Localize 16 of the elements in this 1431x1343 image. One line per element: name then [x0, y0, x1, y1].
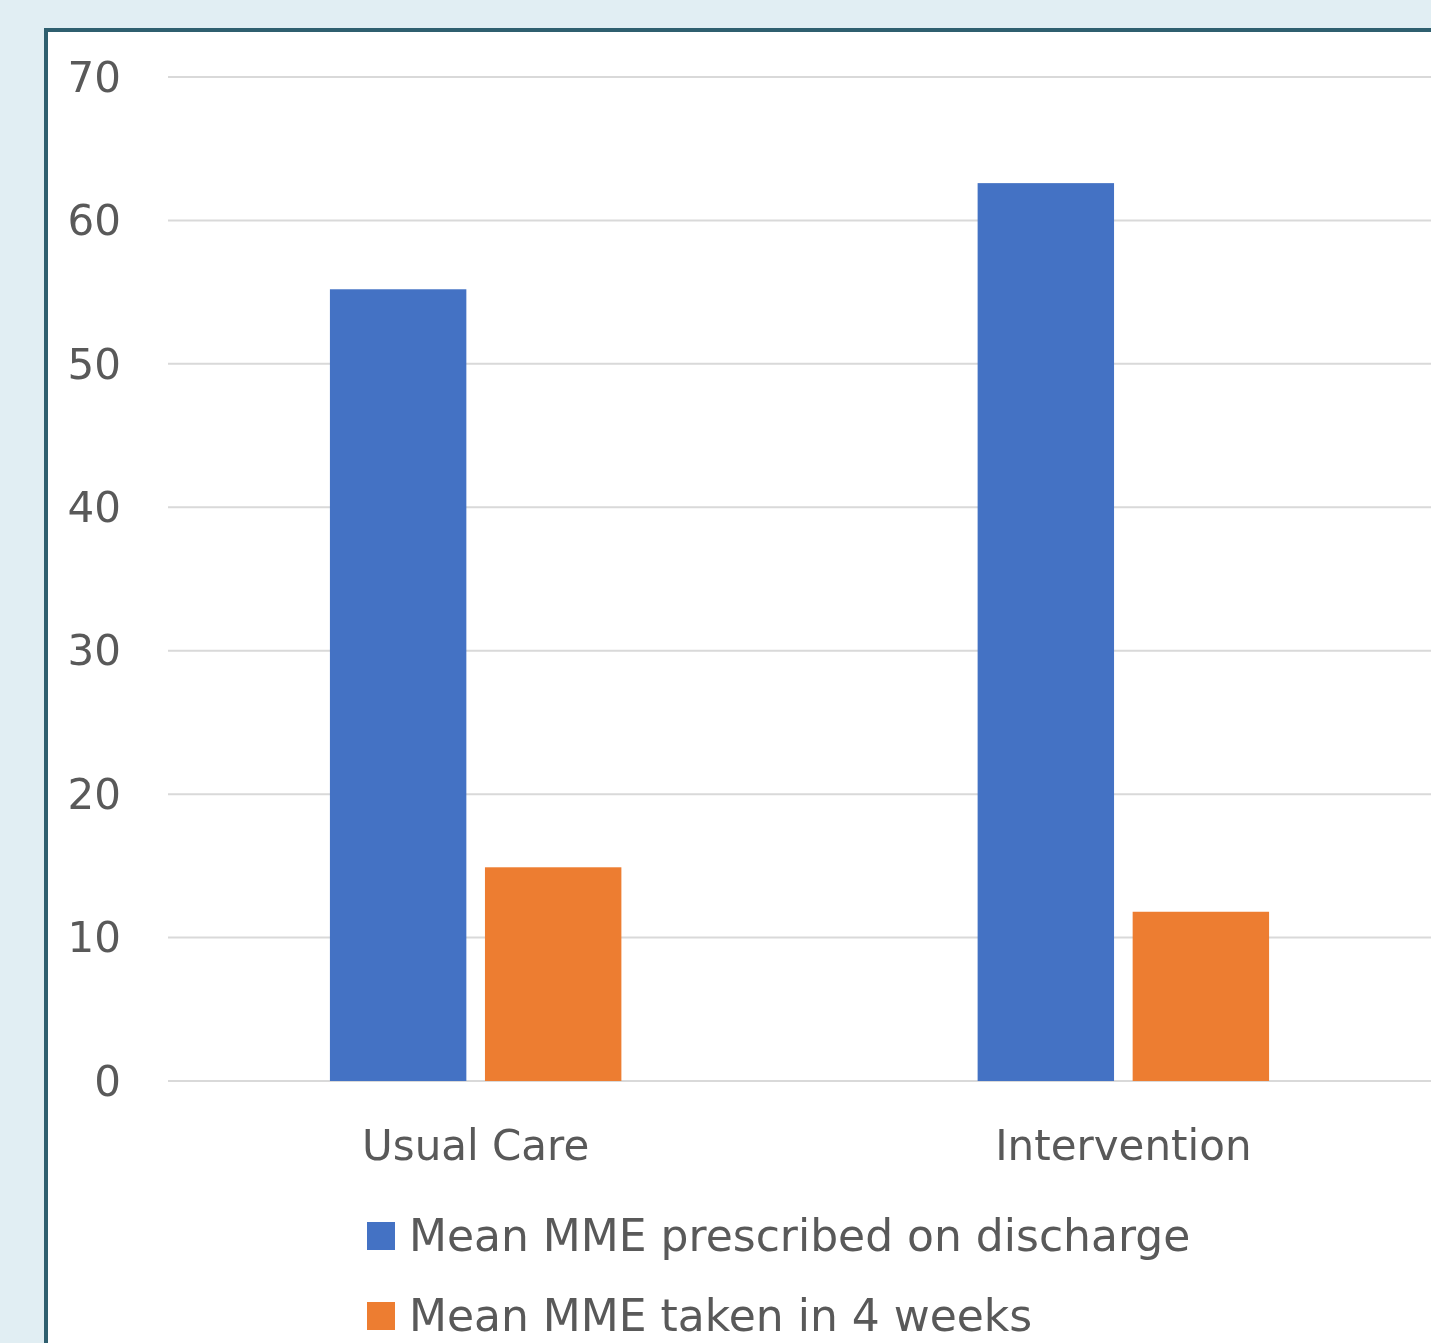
y-tick-label: 10	[67, 913, 121, 963]
y-tick-label: 70	[67, 52, 121, 102]
bar	[977, 183, 1115, 1081]
y-tick-label: 0	[94, 1056, 121, 1106]
bar	[484, 867, 622, 1081]
y-tick-label: 40	[67, 482, 121, 532]
legend-label: Mean MME prescribed on discharge	[409, 1210, 1191, 1262]
y-tick-label: 60	[67, 196, 121, 246]
bar	[1132, 911, 1270, 1081]
x-tick-label: Intervention	[995, 1121, 1252, 1170]
bar	[329, 289, 467, 1081]
y-tick-label: 20	[67, 769, 121, 819]
y-tick-label: 30	[67, 626, 121, 676]
legend-label: Mean MME taken in 4 weeks	[409, 1290, 1033, 1342]
x-tick-label: Usual Care	[362, 1121, 590, 1170]
y-tick-label: 50	[67, 339, 121, 389]
